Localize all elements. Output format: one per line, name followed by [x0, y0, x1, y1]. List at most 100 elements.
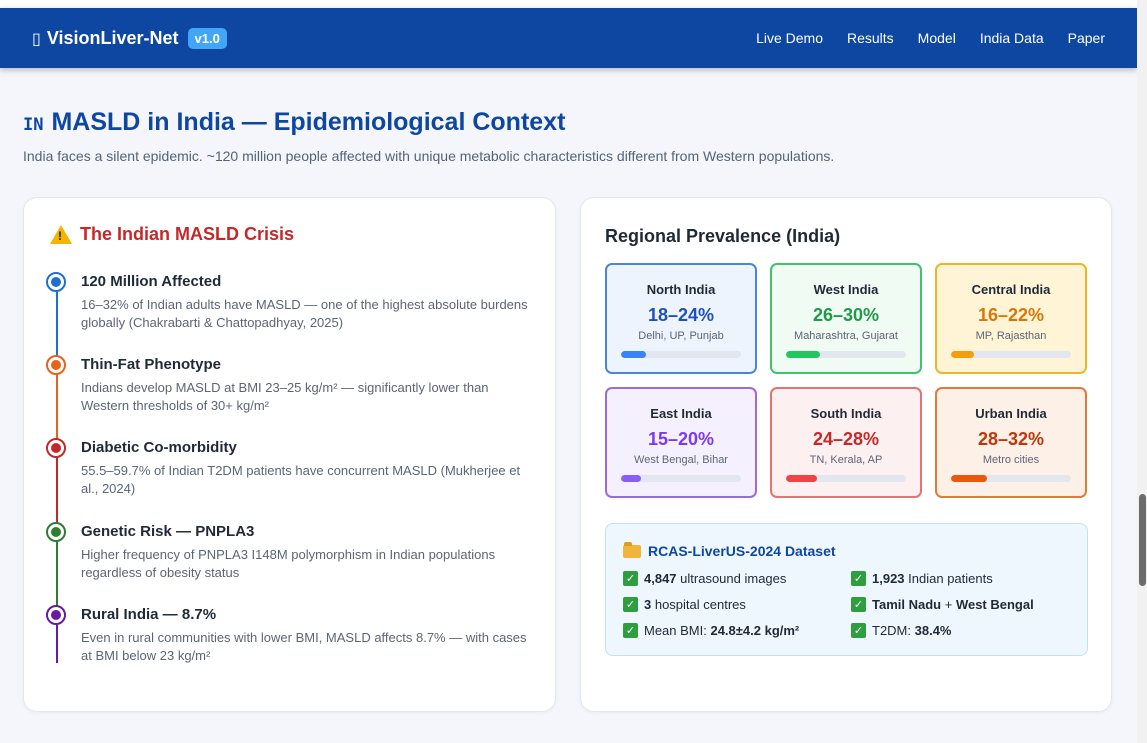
dataset-item: ✓ Mean BMI: 24.8±4.2 kg/m²	[623, 623, 799, 638]
region-value: 16–22%	[977, 305, 1045, 325]
navbar: ▯ VisionLiver-Net v1.0 Live Demo Results…	[0, 8, 1137, 68]
region-progress-bar	[621, 475, 741, 482]
check-icon: ✓	[623, 623, 638, 638]
dataset-item: ✓ 4,847 ultrasound images	[623, 571, 786, 586]
timeline-item-title: Diabetic Co-morbidity	[81, 439, 237, 456]
region-card-east: East India 15–20% West Bengal, Bihar	[605, 387, 757, 498]
timeline-item-title: Genetic Risk — PNPLA3	[81, 523, 255, 540]
timeline-line	[56, 282, 60, 663]
scrollbar-thumb[interactable]	[1139, 494, 1146, 586]
region-states: West Bengal, Bihar	[634, 454, 728, 466]
region-progress-fill	[621, 475, 642, 482]
check-icon: ✓	[851, 623, 866, 638]
nav-links: Live Demo Results Model India Data Paper	[732, 30, 1105, 46]
region-card-central: Central India 16–22% MP, Rajasthan	[935, 263, 1087, 374]
dataset-item-value: Tamil Nadu	[872, 597, 942, 612]
dataset-item-label: +	[941, 597, 956, 612]
dataset-item: ✓ Tamil Nadu + West Bengal	[851, 597, 1034, 612]
region-card-south: South India 24–28% TN, Kerala, AP	[770, 387, 922, 498]
dataset-item-label: Mean BMI:	[644, 623, 711, 638]
brand-name: VisionLiver-Net	[46, 27, 179, 48]
region-states: TN, Kerala, AP	[809, 454, 883, 466]
folder-icon	[623, 541, 641, 558]
region-states: Delhi, UP, Punjab	[638, 330, 724, 342]
dataset-header: RCAS-LiverUS-2024 Dataset	[623, 541, 836, 559]
nav-india-data[interactable]: India Data	[979, 30, 1044, 46]
check-icon: ✓	[851, 597, 866, 612]
region-value: 28–32%	[977, 429, 1045, 449]
region-value: 26–30%	[812, 305, 880, 325]
dataset-item-label: T2DM:	[872, 623, 915, 638]
liver-icon: ▯	[32, 28, 41, 48]
nav-live-demo[interactable]: Live Demo	[756, 30, 823, 46]
india-flag-icon: IN	[23, 114, 44, 135]
region-name: South India	[810, 406, 882, 421]
top-strip	[0, 0, 1137, 8]
dataset-item-value: 1,923	[872, 571, 905, 586]
dataset-item-value: 4,847	[644, 571, 677, 586]
section-title: MASLD in India — Epidemiological Context	[51, 108, 566, 136]
check-icon: ✓	[623, 571, 638, 586]
dataset-item-value: 3	[644, 597, 652, 612]
regional-card: Regional Prevalence (India) North India …	[580, 197, 1112, 712]
region-progress-fill	[951, 351, 974, 358]
timeline-item-desc: Even in rural communities with lower BMI…	[81, 630, 527, 663]
check-icon: ✓	[623, 597, 638, 612]
timeline-item-desc: Indians develop MASLD at BMI 23–25 kg/m²…	[81, 380, 489, 413]
region-states: Metro cities	[982, 454, 1040, 466]
check-icon: ✓	[851, 571, 866, 586]
region-name: West India	[813, 282, 879, 297]
timeline-item-desc: Higher frequency of PNPLA3 I148M polymor…	[81, 547, 496, 580]
brand[interactable]: ▯ VisionLiver-Net v1.0	[32, 27, 227, 49]
dataset-item-label: hospital centres	[651, 597, 746, 612]
region-progress-fill	[786, 351, 820, 358]
nav-results[interactable]: Results	[846, 30, 894, 46]
timeline-item-title: Thin-Fat Phenotype	[81, 356, 221, 373]
dataset-item-label: Indian patients	[904, 571, 993, 586]
region-progress-bar	[786, 351, 906, 358]
dataset-item-value: West Bengal	[955, 597, 1034, 612]
dataset-title: RCAS-LiverUS-2024 Dataset	[648, 543, 836, 559]
timeline-dot-icon	[46, 522, 66, 542]
region-states: Maharashtra, Gujarat	[794, 330, 898, 342]
timeline-item-title: Rural India — 8.7%	[81, 606, 217, 623]
region-card-west: West India 26–30% Maharashtra, Gujarat	[770, 263, 922, 374]
section-heading: IN MASLD in India — Epidemiological Cont…	[23, 108, 565, 137]
crisis-card: ! The Indian MASLD Crisis 120 Million Af…	[23, 197, 556, 712]
timeline-dot-icon	[46, 605, 66, 625]
nav-model[interactable]: Model	[917, 30, 956, 46]
timeline-item-desc: 16–32% of Indian adults have MASLD — one…	[81, 297, 528, 330]
region-card-urban: Urban India 28–32% Metro cities	[935, 387, 1087, 498]
region-name: North India	[646, 282, 716, 297]
region-progress-bar	[621, 351, 741, 358]
warning-icon: !	[50, 225, 72, 244]
crisis-title: The Indian MASLD Crisis	[80, 224, 295, 244]
dataset-box: RCAS-LiverUS-2024 Dataset ✓ 4,847 ultras…	[605, 523, 1088, 656]
section-subtitle: India faces a silent epidemic. ~120 mill…	[23, 148, 835, 164]
dataset-item-value: 24.8±4.2 kg/m²	[710, 623, 800, 638]
region-value: 24–28%	[812, 429, 880, 449]
timeline-item-title: 120 Million Affected	[81, 273, 222, 290]
region-name: East India	[650, 406, 712, 421]
region-value: 15–20%	[647, 429, 715, 449]
region-progress-bar	[951, 351, 1071, 358]
regional-title: Regional Prevalence (India)	[605, 226, 841, 246]
dataset-item-value: 38.4%	[914, 623, 952, 638]
dataset-item: ✓ T2DM: 38.4%	[851, 623, 952, 638]
region-progress-fill	[951, 475, 987, 482]
version-badge: v1.0	[187, 27, 227, 49]
region-states: MP, Rajasthan	[975, 330, 1047, 342]
region-card-north: North India 18–24% Delhi, UP, Punjab	[605, 263, 757, 374]
region-value: 18–24%	[647, 305, 715, 325]
dataset-item: ✓ 3 hospital centres	[623, 597, 746, 612]
timeline-dot-icon	[46, 272, 66, 292]
crisis-header: ! The Indian MASLD Crisis	[50, 224, 294, 245]
region-name: Urban India	[975, 406, 1047, 421]
region-name: Central India	[971, 282, 1051, 297]
scrollbar[interactable]	[1137, 0, 1147, 743]
region-progress-fill	[786, 475, 818, 482]
dataset-item-label: ultrasound images	[676, 571, 787, 586]
nav-paper[interactable]: Paper	[1067, 30, 1105, 46]
region-progress-bar	[786, 475, 906, 482]
timeline-item-desc: 55.5–59.7% of Indian T2DM patients have …	[81, 463, 521, 496]
